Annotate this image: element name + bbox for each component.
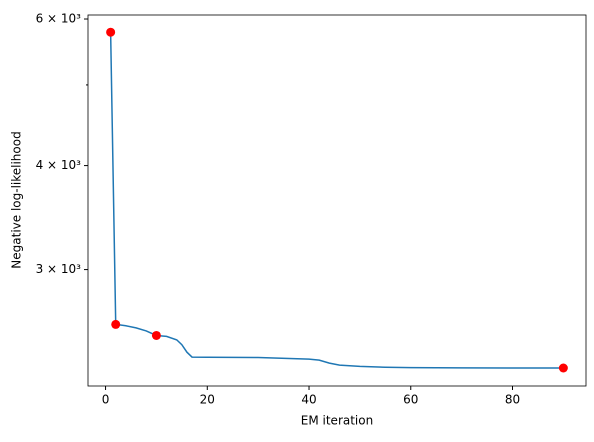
y-tick-label: 3 × 10³ bbox=[36, 262, 82, 276]
x-tick-label: 40 bbox=[301, 393, 316, 407]
x-tick-label: 60 bbox=[403, 393, 418, 407]
data-point bbox=[558, 363, 568, 373]
x-axis-label: EM iteration bbox=[301, 414, 373, 428]
y-tick-label: 4 × 10³ bbox=[36, 158, 82, 172]
data-point bbox=[151, 330, 161, 340]
data-point bbox=[106, 27, 116, 37]
y-axis-label: Negative log-likelihood bbox=[10, 131, 24, 268]
x-tick-label: 20 bbox=[200, 393, 215, 407]
plot-frame bbox=[87, 14, 587, 387]
x-tick-label: 0 bbox=[102, 393, 110, 407]
x-tick-label: 80 bbox=[505, 393, 520, 407]
y-tick-label: 6 × 10³ bbox=[36, 12, 82, 26]
data-line bbox=[109, 32, 564, 369]
data-point bbox=[111, 319, 121, 329]
